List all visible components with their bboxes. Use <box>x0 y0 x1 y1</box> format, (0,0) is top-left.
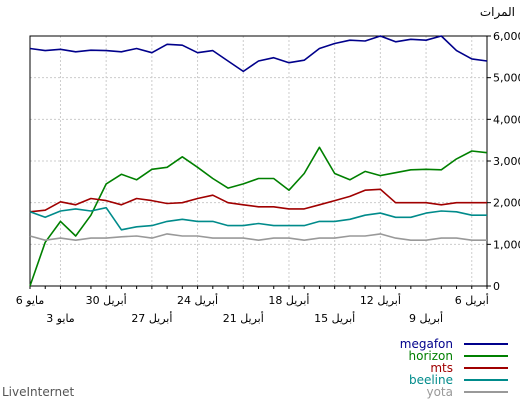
series-line-megafon <box>29 35 488 73</box>
y-tick-label: 2,000 <box>493 197 520 210</box>
y-tick-label: 1,000 <box>493 238 520 251</box>
x-axis: 6 أبريل 9 أبريل 12 أبريل 15 أبريل 18 أبريل 21… <box>16 286 489 325</box>
x-tick-label: 21 أبريل <box>223 311 264 325</box>
x-tick-label: 12 أبريل <box>360 293 401 307</box>
y-tick-label: 3,000 <box>493 155 520 168</box>
x-tick-label: 9 أبريل <box>409 311 443 325</box>
legend-label-megafon: megafon <box>400 337 453 351</box>
legend-label-mts: mts <box>430 361 453 375</box>
legend-label-yota: yota <box>426 385 453 399</box>
series-lines <box>29 35 488 287</box>
footer-brand: LiveInternet <box>2 385 75 399</box>
y-tick-label: 4,000 <box>493 113 520 126</box>
series-line-yota <box>29 233 487 241</box>
x-tick-label: 27 أبريل <box>131 311 172 325</box>
x-tick-label: 18 أبريل <box>268 293 309 307</box>
y-tick-label: 6,000 <box>493 30 520 43</box>
x-tick-label: 3 مايو <box>46 312 75 325</box>
y-tick-label: 5,000 <box>493 72 520 85</box>
y-axis-label: المرات <box>480 5 515 20</box>
series-line-mts <box>29 188 487 213</box>
grid <box>30 35 487 286</box>
x-tick-label: 6 مايو <box>16 294 45 307</box>
series-line-horizon <box>29 146 488 287</box>
x-tick-label: 15 أبريل <box>314 311 355 325</box>
x-tick-label: 24 أبريل <box>177 293 218 307</box>
x-tick-label: 6 أبريل <box>455 293 489 307</box>
y-tick-label: 0 <box>493 280 500 293</box>
series-line-beeline <box>29 206 487 231</box>
legend-label-horizon: horizon <box>409 349 453 363</box>
y-axis: 0 1,000 2,000 3,000 4,000 5,000 6,000 <box>487 30 520 293</box>
x-tick-label: 30 أبريل <box>86 293 127 307</box>
legend-label-beeline: beeline <box>409 373 453 387</box>
